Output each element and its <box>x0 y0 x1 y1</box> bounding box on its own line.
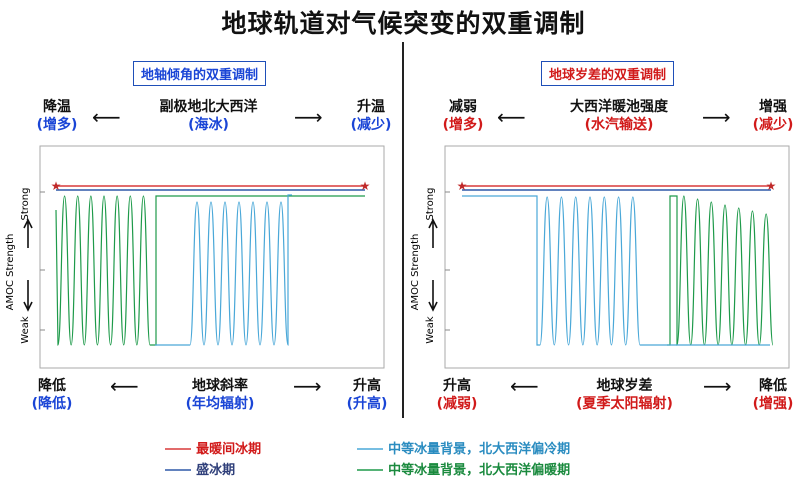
right-bottom-center-main: 地球岁差 <box>596 378 653 394</box>
left-ytick-strong: Strong <box>20 188 31 221</box>
left-top-left: 降温 (增多) <box>30 98 84 134</box>
legend-item-intermediate-warm: 中等冰量背景，北大西洋偏暖期 <box>357 459 570 478</box>
right-plot-frame <box>444 145 790 369</box>
right-top-arrow-right-icon: ⟶ <box>702 105 731 129</box>
left-top-arrow-right-icon: ⟶ <box>294 105 323 129</box>
left-top-left-main: 降温 <box>43 99 71 115</box>
right-top-center-main: 大西洋暖池强度 <box>570 99 668 115</box>
right-y-down-arrow-icon <box>428 280 438 312</box>
legend-swatch-intermediate-cold <box>357 447 383 450</box>
legend-swatch-glacial <box>165 468 191 471</box>
left-plot-frame <box>39 145 385 369</box>
legend-label-intermediate-cold: 中等冰量背景，北大西洋偏冷期 <box>388 442 571 457</box>
right-ytick-weak: Weak <box>425 316 436 344</box>
right-bottom-right-main: 降低 <box>759 378 787 394</box>
left-top-right: 升温 (减少) <box>344 98 398 134</box>
right-bottom-arrow-right-icon: ⟶ <box>703 374 732 398</box>
left-y-down-arrow-icon <box>23 280 33 312</box>
right-top-left-main: 减弱 <box>449 99 477 115</box>
page-title: 地球轨道对气候突变的双重调制 <box>221 9 586 38</box>
left-star-start-icon: ★ <box>51 179 62 193</box>
left-bottom-left-sub: (降低) <box>31 396 73 412</box>
right-top-left: 减弱 (增多) <box>436 98 490 134</box>
right-top-right: 增强 (减少) <box>746 98 800 134</box>
right-amoc-plot: Strong Weak AMOC Strength ★ ★ <box>410 145 790 369</box>
left-bottom-right-sub: (升高) <box>346 396 388 412</box>
left-top-right-sub: (减少) <box>350 117 392 133</box>
right-top-center-sub: (水汽输送) <box>584 117 654 133</box>
left-bottom-arrow-right-icon: ⟶ <box>293 374 322 398</box>
legend-label-warm-interglacial: 最暖间冰期 <box>196 442 262 457</box>
right-star-start-icon: ★ <box>457 179 468 193</box>
right-bottom-left-sub: (减弱) <box>436 396 478 412</box>
right-bottom-arrow-left-icon: ⟵ <box>510 374 539 398</box>
left-bottom-center-sub: (年均辐射) <box>185 396 255 412</box>
left-top-arrow-left-icon: ⟵ <box>92 105 121 129</box>
right-top-arrow-left-icon: ⟵ <box>497 105 526 129</box>
right-top-center: 大西洋暖池强度 (水汽输送) <box>549 98 689 134</box>
right-top-left-sub: (增多) <box>442 117 484 133</box>
left-bottom-left-main: 降低 <box>38 378 66 394</box>
left-bottom-left: 降低 (降低) <box>25 377 79 413</box>
right-bottom-right: 降低 (增强) <box>746 377 800 413</box>
left-box-label: 地轴倾角的双重调制 <box>133 61 267 86</box>
right-bottom-center: 地球岁差 (夏季太阳辐射) <box>562 377 687 413</box>
legend-swatch-intermediate-warm <box>357 468 383 471</box>
legend-item-glacial: 盛冰期 <box>165 459 235 478</box>
left-bottom-right: 升高 (升高) <box>340 377 394 413</box>
right-y-up-arrow-icon <box>428 218 438 248</box>
panel-divider <box>402 42 404 418</box>
left-cold-period-curve <box>155 194 292 346</box>
legend-label-intermediate-warm: 中等冰量背景，北大西洋偏暖期 <box>388 463 571 478</box>
legend-item-intermediate-cold: 中等冰量背景，北大西洋偏冷期 <box>357 438 570 457</box>
right-ytick-strong: Strong <box>425 188 436 221</box>
legend-swatch-warm-interglacial <box>165 447 191 450</box>
right-box-label: 地球岁差的双重调制 <box>541 61 675 86</box>
left-top-center-sub: (海冰) <box>188 117 229 133</box>
left-bottom-center: 地球斜率 (年均辐射) <box>170 377 270 413</box>
legend-item-warm-interglacial: 最暖间冰期 <box>165 438 261 457</box>
right-top-right-sub: (减少) <box>752 117 794 133</box>
left-bottom-right-main: 升高 <box>353 378 381 394</box>
left-top-left-sub: (增多) <box>36 117 78 133</box>
right-bottom-center-sub: (夏季太阳辐射) <box>576 396 673 412</box>
left-bottom-arrow-left-icon: ⟵ <box>110 374 139 398</box>
right-bottom-left: 升高 (减弱) <box>430 377 484 413</box>
right-y-axis-label: AMOC Strength <box>410 234 421 311</box>
right-top-right-main: 增强 <box>759 99 787 115</box>
left-top-center: 副极地北大西洋 (海冰) <box>146 98 271 134</box>
left-top-right-main: 升温 <box>357 99 385 115</box>
right-bottom-left-main: 升高 <box>443 378 471 394</box>
left-star-end-icon: ★ <box>360 179 371 193</box>
left-top-center-main: 副极地北大西洋 <box>159 99 258 115</box>
left-warm-period-curve <box>55 195 365 346</box>
right-cold-period-curve <box>462 195 770 346</box>
right-star-end-icon: ★ <box>766 179 777 193</box>
right-bottom-right-sub: (增强) <box>752 396 794 412</box>
left-y-axis-label: AMOC Strength <box>5 234 16 311</box>
left-ytick-weak: Weak <box>20 316 31 344</box>
left-amoc-plot: Strong Weak AMOC Strength ★ ★ <box>5 145 385 369</box>
left-y-up-arrow-icon <box>23 218 33 248</box>
legend-label-glacial: 盛冰期 <box>196 463 236 478</box>
left-bottom-center-main: 地球斜率 <box>192 378 248 394</box>
